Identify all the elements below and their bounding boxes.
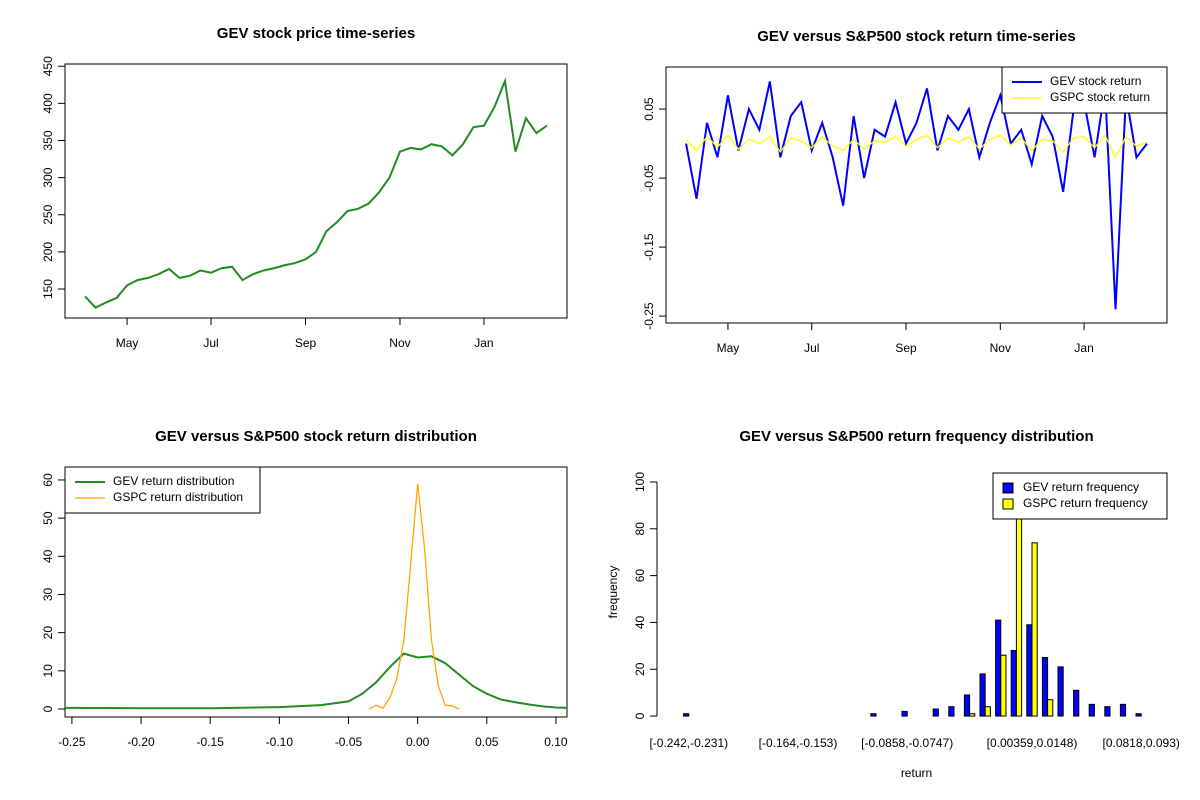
- x-tick-label: -0.05: [335, 735, 363, 749]
- bar: [1015, 509, 1023, 717]
- legend-swatch: [1002, 482, 1014, 494]
- x-tick-label: -0.15: [197, 735, 225, 749]
- y-tick-label: 200: [41, 242, 55, 262]
- y-tick-label: 30: [41, 587, 55, 601]
- y-tick-label: 0.05: [642, 97, 656, 121]
- plot-frame: [64, 63, 568, 319]
- x-tick-label: May: [717, 341, 740, 355]
- chart-title: GEV stock price time-series: [217, 25, 415, 42]
- bar: [995, 619, 1002, 717]
- bar: [683, 713, 690, 717]
- x-tick-label: -0.25: [58, 735, 86, 749]
- bar: [932, 708, 939, 717]
- y-tick-label: 250: [41, 204, 55, 224]
- y-tick-label: 350: [41, 130, 55, 150]
- x-tick-label: -0.20: [127, 735, 155, 749]
- bar: [963, 694, 971, 717]
- x-tick-label: Nov: [990, 341, 1011, 355]
- x-tick-label: [-0.242,-0.231): [649, 736, 728, 750]
- bar: [1031, 542, 1038, 717]
- legend-box: [992, 472, 1168, 520]
- x-tick-label: Sep: [895, 341, 917, 355]
- x-tick-label: Jan: [474, 336, 493, 350]
- y-tick-label: -0.05: [642, 164, 656, 192]
- bar: [1073, 689, 1080, 717]
- x-tick-label: [-0.164,-0.153): [759, 736, 838, 750]
- y-tick-label: -0.15: [642, 233, 656, 261]
- y-tick-label: 450: [41, 56, 55, 76]
- bar: [1104, 706, 1111, 717]
- legend-label: GSPC return distribution: [113, 490, 243, 504]
- series-line: [84, 77, 548, 309]
- chart-title: GEV versus S&P500 return frequency distr…: [739, 428, 1093, 445]
- y-tick-label: 0: [41, 705, 55, 712]
- x-tick-label: Sep: [295, 336, 317, 350]
- bar: [979, 673, 986, 717]
- legend-label: GSPC stock return: [1050, 90, 1150, 104]
- bar: [1010, 650, 1017, 717]
- legend-label: GEV stock return: [1050, 74, 1141, 88]
- y-tick-label: 60: [41, 473, 55, 487]
- bar: [1026, 624, 1033, 717]
- series-line: [685, 81, 1148, 310]
- y-tick-label: 50: [41, 511, 55, 525]
- legend-box: [64, 466, 261, 514]
- series-line: [64, 652, 568, 710]
- y-tick-label: 300: [41, 167, 55, 187]
- x-tick-label: [-0.0858,-0.0747): [861, 736, 953, 750]
- y-tick-label: 40: [633, 615, 647, 629]
- bar: [901, 710, 908, 717]
- bar: [1088, 703, 1095, 717]
- x-tick-label: [0.00359,0.0148): [987, 736, 1078, 750]
- y-tick-label: 10: [41, 664, 55, 678]
- y-tick-label: 400: [41, 93, 55, 113]
- bar: [1057, 666, 1064, 717]
- y-tick-label: -0.25: [642, 302, 656, 330]
- x-tick-label: Jan: [1074, 341, 1093, 355]
- x-tick-label: 0.05: [475, 735, 499, 749]
- y-axis-label: frequency: [606, 566, 620, 619]
- legend-box: [1001, 66, 1168, 114]
- series-line: [368, 483, 460, 710]
- bar: [1119, 703, 1127, 717]
- chart-title: GEV versus S&P500 stock return time-seri…: [757, 28, 1076, 45]
- bar: [969, 713, 976, 717]
- x-tick-label: [0.0818,0.093): [1102, 736, 1179, 750]
- x-tick-label: Jul: [804, 341, 819, 355]
- y-tick-label: 100: [633, 472, 647, 492]
- bar: [984, 706, 991, 717]
- x-axis-label: return: [901, 766, 932, 780]
- y-tick-label: 60: [633, 569, 647, 583]
- bar: [1135, 713, 1142, 717]
- x-tick-label: Nov: [389, 336, 410, 350]
- y-tick-label: 150: [41, 279, 55, 299]
- legend-label: GSPC return frequency: [1023, 496, 1148, 510]
- legend-label: GEV return distribution: [113, 474, 234, 488]
- bar: [1041, 657, 1049, 717]
- bar: [948, 706, 955, 717]
- y-tick-label: 80: [633, 522, 647, 536]
- legend-label: GEV return frequency: [1023, 480, 1139, 494]
- x-tick-label: Jul: [203, 336, 218, 350]
- chart-title: GEV versus S&P500 stock return distribut…: [155, 428, 477, 445]
- bar: [1000, 654, 1007, 717]
- bar: [1047, 699, 1054, 717]
- x-tick-label: 0.10: [544, 735, 568, 749]
- legend-swatch: [1002, 498, 1014, 510]
- y-tick-label: 0: [633, 712, 647, 719]
- y-tick-label: 40: [41, 549, 55, 563]
- series-line: [685, 134, 1148, 159]
- y-tick-label: 20: [41, 626, 55, 640]
- plot-frame: [64, 466, 568, 718]
- y-tick-label: 20: [633, 662, 647, 676]
- x-tick-label: -0.10: [266, 735, 294, 749]
- x-tick-label: 0.00: [406, 735, 430, 749]
- bar: [870, 713, 877, 717]
- x-tick-label: May: [116, 336, 139, 350]
- plot-frame: [665, 66, 1168, 324]
